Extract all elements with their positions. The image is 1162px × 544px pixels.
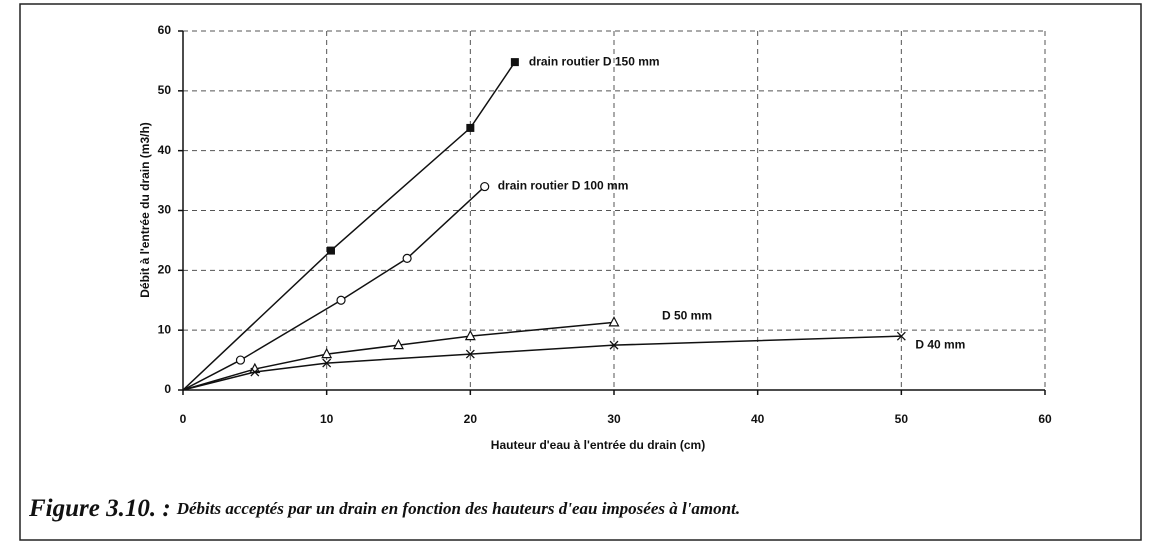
y-tick-label: 30 bbox=[158, 203, 172, 217]
caption: Figure 3.10. : Débits acceptés par un dra… bbox=[28, 495, 740, 522]
marker bbox=[326, 246, 335, 255]
y-tick-label: 50 bbox=[158, 83, 172, 97]
series-line bbox=[182, 335, 902, 391]
x-tick-label: 40 bbox=[751, 412, 765, 426]
marker bbox=[480, 181, 490, 192]
caption-label: Figure 3.10. : bbox=[28, 495, 171, 522]
y-tick-label: 60 bbox=[158, 23, 172, 37]
marker bbox=[321, 347, 333, 359]
marker bbox=[465, 349, 475, 359]
marker bbox=[609, 340, 619, 350]
series-line bbox=[182, 321, 615, 391]
y-tick-label: 0 bbox=[164, 382, 171, 396]
series-label: D 50 mm bbox=[662, 309, 712, 323]
x-tick-label: 30 bbox=[607, 412, 621, 426]
marker bbox=[235, 355, 246, 365]
marker bbox=[336, 295, 346, 305]
marker bbox=[896, 331, 906, 341]
series-label: drain routier D 100 mm bbox=[498, 179, 629, 193]
x-tick-label: 10 bbox=[320, 412, 334, 426]
y-axis-label: Débit à l'entrée du drain (m3/h) bbox=[138, 122, 152, 298]
y-tick-label: 10 bbox=[158, 322, 172, 336]
marker bbox=[402, 253, 412, 263]
x-tick-label: 60 bbox=[1038, 412, 1052, 426]
marker bbox=[466, 123, 475, 132]
series-label: drain routier D 150 mm bbox=[529, 54, 660, 68]
frame bbox=[19, 3, 1142, 541]
marker bbox=[393, 338, 404, 350]
marker bbox=[608, 316, 620, 327]
marker bbox=[250, 367, 260, 377]
y-tick-label: 20 bbox=[158, 263, 172, 277]
y-tick-label: 40 bbox=[158, 143, 172, 157]
x-tick-label: 0 bbox=[180, 412, 187, 426]
series-line bbox=[182, 186, 486, 391]
caption-text: Débits acceptés par un drain en fonction… bbox=[176, 499, 740, 518]
series-label: D 40 mm bbox=[915, 337, 965, 351]
marker bbox=[464, 329, 476, 341]
x-tick-label: 20 bbox=[464, 412, 478, 426]
x-axis-label: Hauteur d'eau à l'entrée du drain (cm) bbox=[491, 438, 705, 452]
marker bbox=[510, 58, 519, 67]
x-tick-label: 50 bbox=[895, 412, 909, 426]
series-line bbox=[182, 61, 516, 391]
marker bbox=[322, 358, 332, 368]
